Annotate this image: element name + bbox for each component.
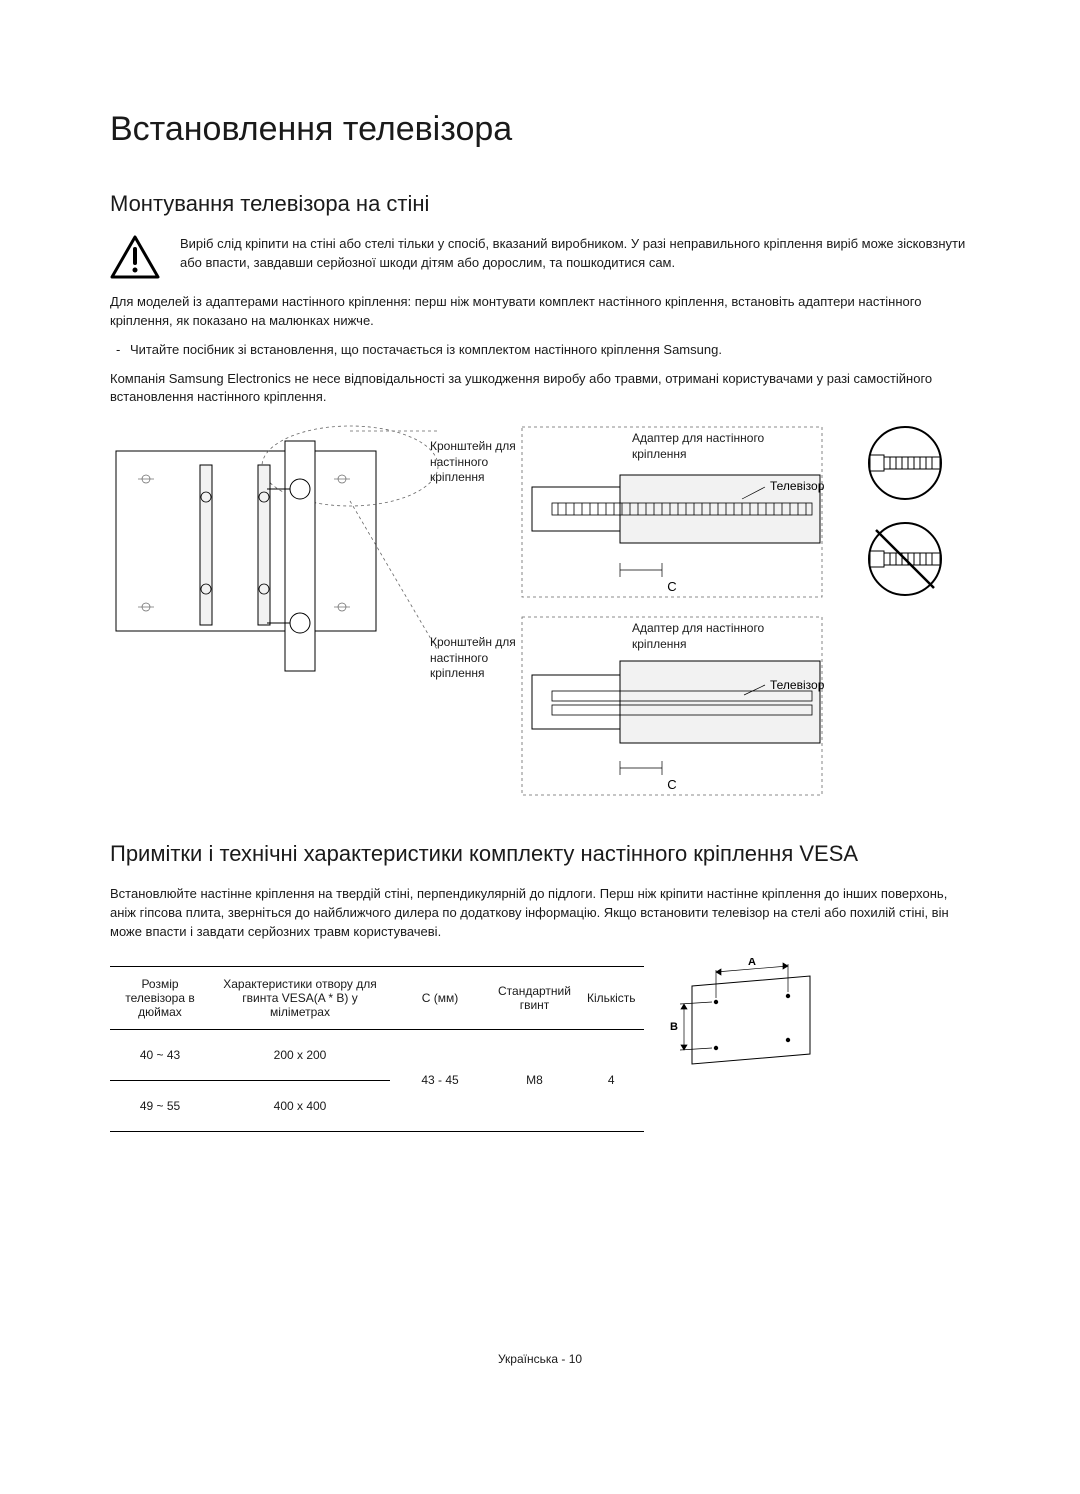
cell-vesa: 200 x 200	[210, 1029, 390, 1080]
cell-c: 43 - 45	[390, 1029, 490, 1131]
table-header-row: Розмір телевізора в дюймах Характеристик…	[110, 966, 644, 1029]
cell-screw: M8	[490, 1029, 579, 1131]
mounting-diagram: Кронштейн для настінного кріплення Кронш…	[110, 421, 970, 801]
table-row: 40 ~ 43 200 x 200 43 - 45 M8 4	[110, 1029, 644, 1080]
paragraph-adapters: Для моделей із адаптерами настінного крі…	[110, 293, 970, 331]
paragraph-vesa: Встановлюйте настінне кріплення на тверд…	[110, 885, 970, 942]
col-c: C (мм)	[390, 966, 490, 1029]
vesa-dim-a: A	[748, 958, 756, 968]
diagram-label-bracket-1: Кронштейн для настінного кріплення	[430, 439, 520, 486]
vesa-dimension-diagram: A B	[660, 958, 830, 1078]
warning-triangle-icon	[110, 235, 160, 279]
diagram-label-adapter-1: Адаптер для настінного кріплення	[632, 431, 792, 462]
col-vesa: Характеристики отвору для гвинта VESA(A …	[210, 966, 390, 1029]
cell-size: 40 ~ 43	[110, 1029, 210, 1080]
diagram-label-c-1: C	[667, 579, 676, 594]
warning-block: Виріб слід кріпити на стіні або стелі ті…	[110, 235, 970, 279]
section-vesa-heading: Примітки і технічні характеристики компл…	[110, 841, 970, 867]
paragraph-liability: Компанія Samsung Electronics не несе від…	[110, 370, 970, 408]
cell-size: 49 ~ 55	[110, 1080, 210, 1131]
col-screw: Стандартний гвинт	[490, 966, 579, 1029]
vesa-dim-b: B	[670, 1021, 678, 1033]
page-title: Встановлення телевізора	[110, 110, 970, 149]
warning-text: Виріб слід кріпити на стіні або стелі ті…	[180, 235, 970, 273]
page-footer: Українська - 10	[110, 1352, 970, 1366]
bullet-manual: Читайте посібник зі встановлення, що пос…	[110, 341, 970, 360]
section-mount-heading: Монтування телевізора на стіні	[110, 191, 970, 217]
diagram-label-tv-1: Телевізор	[770, 479, 825, 493]
col-qty: Кількість	[579, 966, 644, 1029]
vesa-table: Розмір телевізора в дюймах Характеристик…	[110, 966, 644, 1132]
cell-vesa: 400 x 400	[210, 1080, 390, 1131]
cell-qty: 4	[579, 1029, 644, 1131]
col-size: Розмір телевізора в дюймах	[110, 966, 210, 1029]
diagram-label-bracket-2: Кронштейн для настінного кріплення	[430, 635, 520, 682]
diagram-label-adapter-2: Адаптер для настінного кріплення	[632, 621, 792, 652]
vesa-table-wrap: Розмір телевізора в дюймах Характеристик…	[110, 952, 970, 1132]
diagram-label-c-2: C	[667, 777, 676, 792]
diagram-label-tv-2: Телевізор	[770, 678, 825, 692]
